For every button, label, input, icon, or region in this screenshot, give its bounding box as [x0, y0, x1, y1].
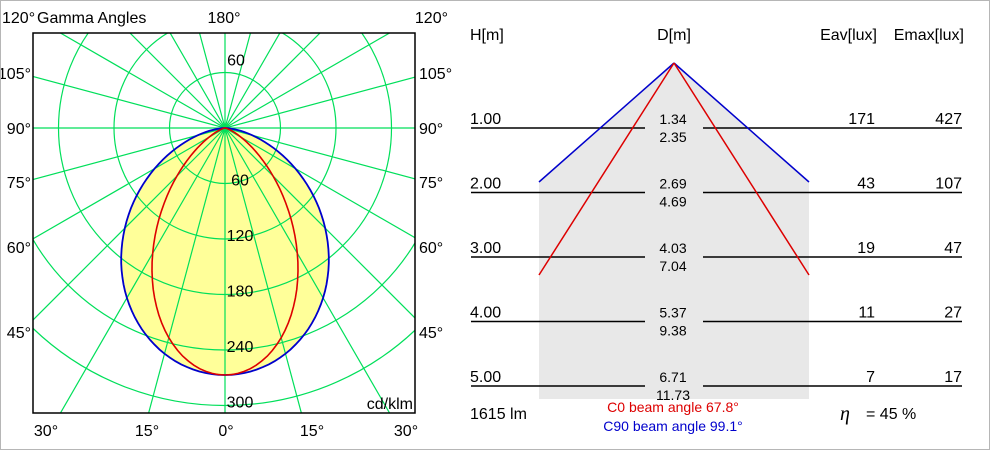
ring-value-label: 120 — [227, 228, 254, 245]
row-diameter-c90: 11.73 — [656, 387, 690, 403]
grid-gamma-line — [224, 127, 391, 413]
luminous-flux-value: 1615 lm — [470, 406, 527, 423]
row-emax-value: 17 — [944, 369, 962, 386]
grid-gamma-line — [33, 127, 226, 240]
grid-gamma-line — [224, 33, 281, 129]
gamma-tick-left: 105° — [0, 66, 31, 83]
row-diameter-c90: 9.38 — [659, 323, 686, 339]
row-height-value: 3.00 — [470, 240, 501, 257]
row-height-value: 5.00 — [470, 369, 501, 386]
row-diameter-c90: 4.69 — [659, 194, 686, 210]
row-eav-value: 11 — [858, 305, 875, 322]
row-emax-value: 27 — [944, 305, 962, 322]
gamma-tick-right: 75° — [419, 175, 443, 192]
cone-table-rows: 1.00 1.34 2.35 171 427 2.00 2.69 4.69 43 107 3.00 4… — [470, 111, 962, 403]
row-diameter-c0: 5.37 — [659, 305, 686, 321]
polar-curve-layer — [120, 127, 330, 376]
row-eav-value: 19 — [857, 240, 875, 257]
col-header-diameter: D[m] — [657, 27, 691, 44]
eta-symbol: η — [840, 403, 850, 425]
polar-grid-layer — [33, 33, 415, 413]
grid-gamma-line — [169, 33, 226, 129]
gamma-tick-left: 60° — [7, 240, 31, 257]
ring-value-label: 180 — [227, 284, 254, 301]
gamma-tick-bottom: 15° — [300, 423, 324, 440]
row-height-value: 4.00 — [470, 305, 501, 322]
row-height-value: 2.00 — [470, 176, 501, 193]
ring-value-label: 60 — [231, 173, 249, 190]
gamma-tick-bottom: 30° — [34, 423, 58, 440]
row-eav-value: 43 — [857, 176, 875, 193]
row-eav-value: 171 — [848, 111, 875, 128]
grid-gamma-line — [198, 33, 226, 129]
grid-gamma-line — [148, 127, 226, 413]
gamma-tick-right: 105° — [419, 66, 452, 83]
ring-value-label: 240 — [227, 339, 254, 356]
grid-gamma-line — [224, 33, 252, 129]
cone-light-area — [539, 63, 809, 399]
col-header-eav: Eav[lux] — [820, 27, 877, 44]
polar-title: Gamma Angles — [37, 10, 146, 27]
grid-gamma-line — [59, 33, 226, 129]
row-diameter-c0: 2.69 — [659, 176, 686, 192]
grid-gamma-line — [33, 127, 226, 181]
grid-gamma-line — [224, 127, 415, 239]
c90-cone-line — [538, 62, 675, 183]
c0-cone-line — [538, 62, 675, 276]
grid-gamma-line — [33, 75, 226, 129]
grid-gamma-line — [224, 127, 415, 180]
c0-cone-line — [673, 62, 810, 276]
eta-value: = 45 % — [866, 406, 916, 423]
row-diameter-c90: 2.35 — [659, 129, 686, 145]
gamma-tick-right: 45° — [419, 325, 443, 342]
gamma-tick-left: 45° — [7, 325, 31, 342]
row-height-value: 1.00 — [470, 111, 501, 128]
grid-gamma-line — [224, 33, 321, 129]
grid-gamma-line — [224, 127, 302, 413]
col-header-height: H[m] — [470, 27, 504, 44]
grid-gamma-line — [224, 33, 391, 129]
gamma-tick-left: 75° — [7, 175, 31, 192]
ring-value-label: 300 — [227, 395, 254, 412]
c0-beam-angle-label: C0 beam angle 67.8° — [607, 399, 739, 415]
row-diameter-c0: 6.71 — [659, 369, 686, 385]
gamma-tick-bottom: 30° — [394, 423, 418, 440]
gamma-tick-right: 90° — [419, 121, 443, 138]
c0-curve — [151, 127, 299, 376]
ring-value-label-upper: 60 — [227, 53, 245, 70]
cone-shaded-area — [539, 63, 809, 399]
polar-unit-label: cd/klm — [367, 396, 413, 413]
row-emax-value: 47 — [944, 240, 962, 257]
c90-cone-line — [673, 62, 810, 183]
polar-tick-labels: 60 120 180 240 300 60 105° 105° 90° 90° 75° 75° 60° 6… — [0, 53, 452, 441]
gamma-tick-bottom: 15° — [135, 423, 159, 440]
grid-gamma-line — [224, 76, 415, 129]
gamma-tick-top-center: 180° — [207, 10, 240, 27]
gamma-tick-left: 90° — [7, 121, 31, 138]
cone-beam-lines — [538, 62, 810, 276]
row-emax-value: 107 — [935, 176, 962, 193]
gamma-tick-top-left: 120° — [2, 10, 35, 27]
row-diameter-c0: 4.03 — [659, 240, 686, 256]
row-diameter-c90: 7.04 — [659, 258, 686, 274]
gamma-tick-top-right: 120° — [415, 10, 448, 27]
grid-gamma-line — [59, 127, 226, 413]
gamma-tick-bottom: 0° — [218, 423, 233, 440]
col-header-emax: Emax[lux] — [894, 27, 964, 44]
polar-plot-border — [32, 32, 416, 414]
grid-gamma-line — [224, 127, 415, 319]
row-diameter-c0: 1.34 — [659, 111, 686, 127]
grid-gamma-line — [33, 127, 226, 321]
row-emax-value: 427 — [935, 111, 962, 128]
row-eav-value: 7 — [866, 369, 875, 386]
gamma-tick-right: 60° — [419, 240, 443, 257]
c90-beam-angle-label: C90 beam angle 99.1° — [603, 418, 742, 434]
grid-gamma-line — [129, 33, 226, 129]
